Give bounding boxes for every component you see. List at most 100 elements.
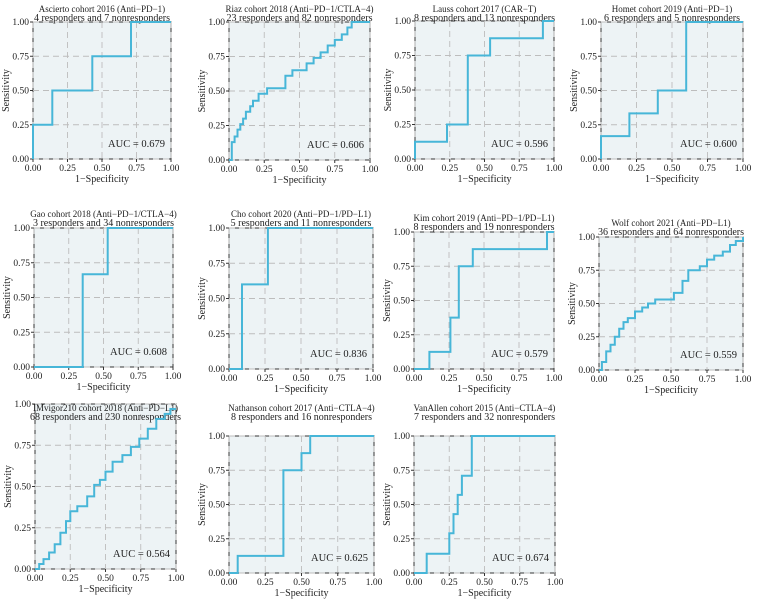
auc-label: AUC = 0.600 — [680, 139, 737, 150]
y-tick-label: 0.25 — [208, 535, 225, 545]
x-tick-label: 0.25 — [62, 574, 79, 584]
y-axis-label: Sensitivity — [197, 277, 208, 320]
x-axis-label: 1−Specificity — [79, 584, 133, 595]
x-tick-label: 0.25 — [257, 374, 274, 384]
roc-panel: 0.000.00 0.25 0.25 0.50 0.50 0.75 0.75 1.00 1.00… — [2, 209, 182, 393]
x-tick-label: 0.00 — [25, 164, 42, 174]
x-tick-label: 0.75 — [511, 164, 528, 174]
x-tick-label: 0.00 — [27, 574, 44, 584]
roc-curve — [34, 227, 173, 368]
y-axis-label: Sensitivity — [382, 279, 393, 322]
roc-panel: 0.000.00 0.25 0.25 0.50 0.50 0.75 0.75 1.00 1.00… — [197, 403, 383, 599]
panel-title: Homet cohort 2019 (Anti−PD−1) — [612, 4, 732, 14]
x-tick-label: 1.00 — [735, 375, 752, 385]
panel-title: Ascierto cohort 2016 (Anti−PD−1) — [39, 4, 165, 14]
y-tick-label: 0.50 — [14, 483, 31, 493]
x-tick-label: 0.50 — [291, 165, 308, 175]
x-tick-label: 0.50 — [293, 374, 310, 384]
roc-curve — [600, 21, 743, 159]
roc-curve — [32, 21, 171, 159]
x-axis-label: 1−Specificity — [273, 175, 327, 186]
x-tick-label: 0.50 — [476, 374, 493, 384]
x-tick-label: 0.25 — [441, 164, 458, 174]
auc-label: AUC = 0.679 — [108, 139, 165, 150]
y-tick-label: 0.00 — [13, 363, 30, 373]
panel-subtitle: 8 responders and 19 nonresponders — [413, 222, 554, 233]
roc-curve — [229, 227, 373, 370]
panel-subtitle: 5 responders and 11 nonresponders — [231, 218, 372, 229]
x-tick-label: 0.75 — [511, 578, 528, 588]
x-tick-label: 0.25 — [627, 375, 644, 385]
x-axis-label: 1−Specificity — [645, 174, 699, 185]
y-tick-label: 0.00 — [14, 565, 31, 575]
y-tick-label: 0.75 — [580, 52, 597, 62]
x-tick-label: 0.50 — [95, 372, 112, 382]
x-tick-label: 1.00 — [546, 374, 563, 384]
panel-title: Riaz cohort 2018 (Anti−PD−1/CTLA−4) — [226, 4, 374, 14]
x-tick-label: 0.00 — [406, 374, 423, 384]
x-tick-label: 0.75 — [699, 164, 716, 174]
x-tick-label: 0.75 — [128, 164, 145, 174]
x-tick-label: 0.00 — [407, 164, 424, 174]
roc-panel: 0.000.00 0.25 0.25 0.50 0.50 0.75 0.75 1.00 1.00… — [382, 403, 564, 599]
x-axis-label: 1−Specificity — [644, 385, 698, 396]
y-tick-label: 1.00 — [393, 228, 410, 238]
x-axis-label: 1−Specificity — [458, 588, 512, 599]
y-tick-label: 0.00 — [578, 366, 595, 376]
y-tick-label: 0.75 — [208, 466, 225, 476]
y-axis-label: Sensitivity — [383, 69, 394, 112]
roc-panel: 0.000.00 0.25 0.25 0.50 0.50 0.75 0.75 1.00 1.00… — [3, 400, 185, 595]
y-tick-label: 1.00 — [580, 18, 597, 28]
y-axis-label: Sensitivity — [3, 465, 14, 508]
x-tick-label: 0.00 — [591, 375, 608, 385]
roc-panel: 0.000.00 0.25 0.25 0.50 0.50 0.75 0.75 1.00 1.00… — [567, 218, 752, 396]
y-tick-label: 0.75 — [14, 441, 31, 451]
y-tick-label: 0.50 — [12, 87, 29, 97]
panel-title: Kim cohort 2019 (Anti−PD−1/PD−L1) — [414, 213, 555, 223]
y-tick-label: 0.00 — [394, 155, 411, 165]
x-tick-label: 1.00 — [366, 578, 383, 588]
panel-title: Wolf cohort 2021 (Anti−PD−L1) — [611, 218, 730, 228]
x-tick-label: 0.75 — [326, 165, 343, 175]
x-tick-label: 1.00 — [168, 574, 185, 584]
y-tick-label: 0.50 — [393, 501, 410, 511]
panel-subtitle: 6 responders and 5 nonresponders — [604, 13, 740, 24]
x-tick-label: 0.00 — [221, 578, 238, 588]
x-tick-label: 0.75 — [511, 374, 528, 384]
y-tick-label: 1.00 — [14, 400, 31, 410]
y-axis-label: Sensitivity — [1, 69, 12, 112]
x-tick-label: 0.00 — [593, 164, 610, 174]
panel-subtitle: 7 responders and 32 nonresponders — [414, 412, 555, 423]
x-axis-label: 1−Specificity — [75, 174, 129, 185]
x-tick-label: 0.25 — [441, 374, 458, 384]
auc-label: AUC = 0.559 — [680, 350, 737, 361]
y-tick-label: 0.25 — [394, 121, 411, 131]
panel-subtitle: 8 responders and 13 nonresponders — [414, 13, 555, 24]
y-tick-label: 1.00 — [208, 224, 225, 234]
x-tick-label: 0.50 — [293, 578, 310, 588]
panel-title: IMvigor210 cohort 2018 (Anti−PD−L1) — [33, 403, 178, 413]
y-tick-label: 0.75 — [394, 52, 411, 62]
x-tick-label: 0.50 — [664, 164, 681, 174]
x-tick-label: 0.25 — [60, 372, 77, 382]
x-axis-label: 1−Specificity — [274, 384, 328, 395]
x-tick-label: 1.00 — [547, 578, 564, 588]
auc-label: AUC = 0.606 — [307, 140, 364, 151]
auc-label: AUC = 0.579 — [491, 349, 548, 360]
roc-curve — [229, 21, 370, 161]
x-tick-label: 1.00 — [365, 374, 382, 384]
y-tick-label: 0.25 — [580, 121, 597, 131]
y-tick-label: 0.50 — [208, 501, 225, 511]
x-tick-label: 0.00 — [26, 372, 43, 382]
y-tick-label: 0.00 — [208, 569, 225, 579]
x-tick-label: 0.00 — [221, 165, 238, 175]
y-axis-label: Sensitivity — [2, 276, 13, 319]
roc-curve — [229, 435, 374, 574]
x-tick-label: 0.25 — [256, 165, 273, 175]
auc-label: AUC = 0.674 — [492, 553, 550, 564]
roc-panel: 0.000.00 0.25 0.25 0.50 0.50 0.75 0.75 1.00 1.00… — [382, 213, 563, 395]
y-tick-label: 0.50 — [578, 300, 595, 310]
x-tick-label: 0.75 — [699, 375, 716, 385]
y-tick-label: 1.00 — [12, 18, 29, 28]
